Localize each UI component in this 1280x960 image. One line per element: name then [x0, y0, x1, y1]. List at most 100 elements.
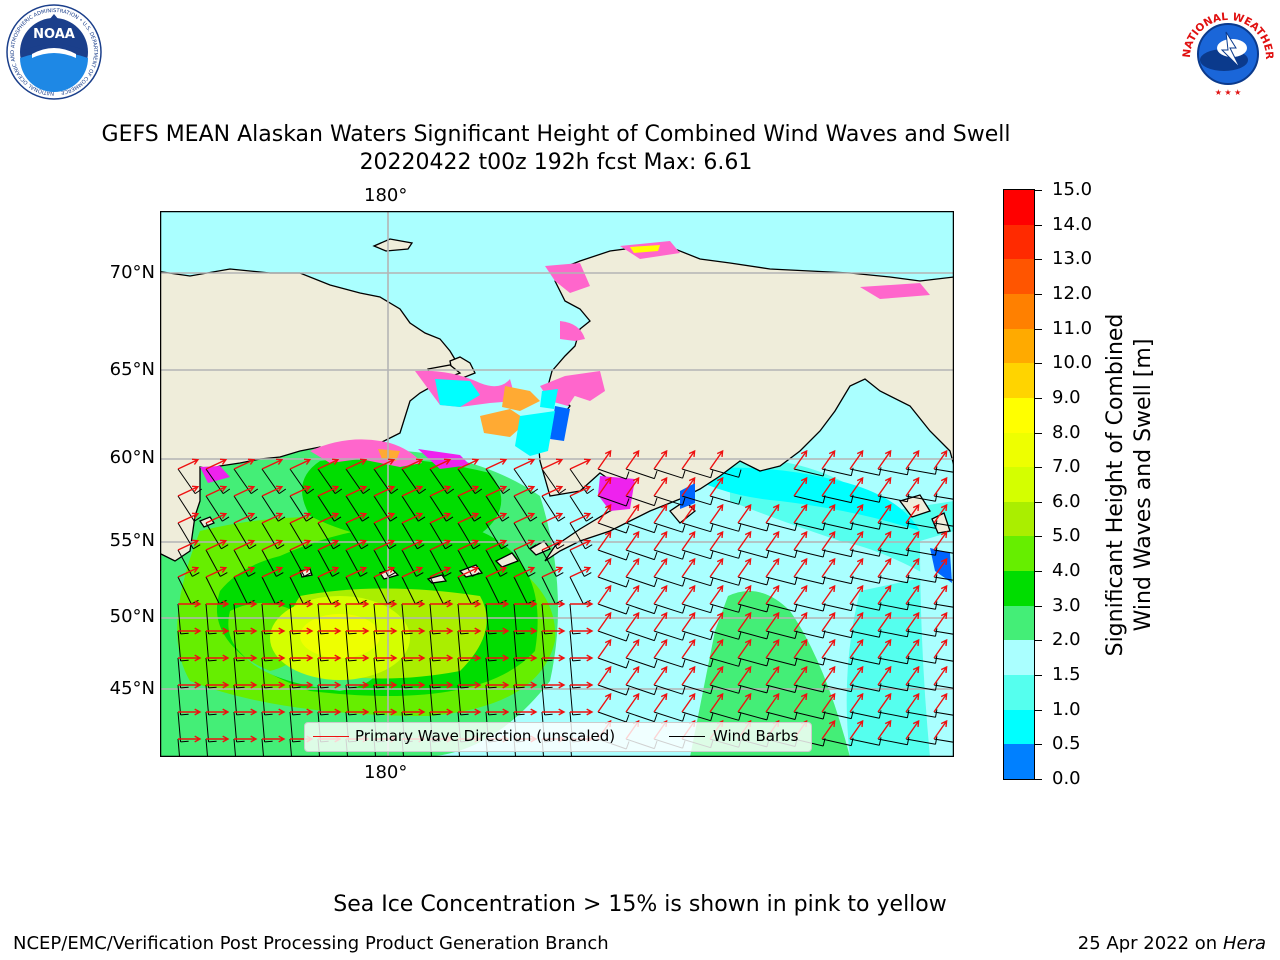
- wind-barb: [709, 684, 742, 694]
- wind-barb: [233, 738, 237, 757]
- wave-direction-arrow: [513, 485, 536, 497]
- wave-direction-arrow: [625, 611, 640, 632]
- wave-direction-arrow: [177, 458, 200, 470]
- wave-direction-arrow: [625, 449, 640, 470]
- wave-direction-arrow: [345, 566, 368, 578]
- wind-barb: [933, 684, 954, 689]
- wind-barb: [597, 657, 630, 669]
- wave-direction-arrow: [542, 600, 566, 608]
- wind-barb: [849, 683, 882, 692]
- wave-direction-arrow: [569, 539, 592, 551]
- colorbar-tick-mark: [1034, 571, 1042, 573]
- wave-direction-arrow: [849, 557, 864, 578]
- wave-direction-arrow: [849, 449, 864, 470]
- noaa-logo: NATIONAL OCEANIC AND ATMOSPHERIC ADMINIS…: [6, 4, 102, 100]
- wind-barbs-legend-line: [669, 736, 705, 737]
- wave-direction-arrow: [374, 654, 398, 662]
- wind-barb: [457, 657, 469, 689]
- wave-direction-arrow: [345, 512, 368, 524]
- wave-direction-arrow: [709, 557, 724, 578]
- wave-direction-arrow: [233, 458, 256, 470]
- wind-barb: [709, 630, 742, 640]
- wave-direction-arrow: [821, 476, 836, 497]
- wave-direction-arrow: [569, 512, 592, 524]
- wave-direction-arrow: [653, 638, 668, 659]
- footer-right: 25 Apr 2022 on Hera: [1078, 933, 1266, 954]
- wave-direction-arrow: [318, 681, 342, 689]
- wave-direction-arrow: [905, 557, 920, 578]
- wave-direction-arrow: [317, 566, 340, 578]
- colorbar-tick-mark: [1034, 328, 1042, 330]
- wave-direction-arrow: [513, 512, 536, 524]
- wave-direction-arrow: [234, 735, 258, 743]
- wave-direction-arrow: [262, 627, 286, 635]
- wind-barb: [933, 711, 954, 716]
- wave-direction-arrow: [206, 681, 230, 689]
- wave-direction-arrow: [346, 654, 370, 662]
- wind-barb: [541, 603, 553, 635]
- wave-direction-arrow: [933, 719, 948, 740]
- wind-barb: [317, 603, 329, 635]
- wind-barb: [569, 684, 581, 716]
- colorbar-tick-label: 13.0: [1052, 248, 1093, 270]
- wave-direction-arrow: [597, 692, 612, 713]
- wave-direction-arrow: [458, 654, 482, 662]
- wind-barb: [597, 468, 630, 480]
- wave-direction-arrow: [514, 708, 538, 716]
- colorbar-segment: [1004, 363, 1034, 399]
- colorbar-tick-label: 2.0: [1052, 629, 1081, 651]
- wind-barb: [653, 468, 686, 479]
- wave-direction-arrow: [821, 530, 836, 551]
- wind-barb: [233, 657, 245, 689]
- wave-direction-arrow: [234, 708, 258, 716]
- wind-barb: [429, 603, 441, 635]
- wave-direction-arrow: [765, 503, 780, 524]
- wave-direction-legend-label: Primary Wave Direction (unscaled): [355, 727, 616, 745]
- wave-direction-arrow: [262, 654, 286, 662]
- colorbar-segment: [1004, 536, 1034, 572]
- lon-label-top: 180°: [364, 185, 408, 206]
- wave-direction-arrow: [205, 485, 228, 497]
- wind-barb: [877, 493, 910, 503]
- wave-direction-arrow: [373, 458, 396, 470]
- wave-direction-arrow: [849, 530, 864, 551]
- wind-barb: [933, 576, 954, 581]
- wave-direction-arrow: [345, 485, 368, 497]
- wave-direction-arrow: [709, 611, 724, 632]
- wind-barb: [905, 628, 938, 637]
- wave-direction-arrow: [541, 485, 564, 497]
- wind-barb: [681, 549, 714, 560]
- wave-direction-arrow: [289, 458, 312, 470]
- wave-direction-arrow: [513, 566, 536, 578]
- wave-direction-arrow: [485, 566, 508, 578]
- wave-direction-arrow: [849, 476, 864, 497]
- wind-barb: [625, 657, 658, 669]
- wind-barb: [905, 709, 938, 718]
- wave-direction-arrow: [430, 681, 454, 689]
- colorbar-segment: [1004, 709, 1034, 745]
- wind-barb: [345, 684, 357, 716]
- wave-direction-arrow: [514, 654, 538, 662]
- wind-barb: [205, 738, 209, 757]
- wave-direction-arrow: [205, 512, 228, 524]
- wind-barb: [877, 655, 910, 665]
- wave-direction-arrow: [849, 665, 864, 686]
- wave-direction-arrow: [933, 584, 948, 605]
- wind-barb: [681, 468, 714, 479]
- wind-barb: [401, 684, 413, 716]
- wave-direction-arrow: [597, 476, 612, 497]
- wave-direction-arrow: [233, 512, 256, 524]
- wave-direction-arrow: [262, 708, 286, 716]
- wind-barb: [513, 630, 525, 662]
- wave-direction-arrow: [262, 681, 286, 689]
- wind-barb: [597, 522, 630, 534]
- colorbar-tick-label: 11.0: [1052, 317, 1093, 339]
- wave-direction-arrow: [429, 485, 452, 497]
- lat-label: 45°N: [109, 678, 155, 699]
- wind-barb: [485, 603, 497, 635]
- footer-left: NCEP/EMC/Verification Post Processing Pr…: [13, 933, 609, 954]
- wind-barb: [877, 628, 910, 638]
- colorbar-tick-mark: [1034, 640, 1042, 642]
- wave-direction-arrow: [905, 611, 920, 632]
- wave-direction-arrow: [877, 638, 892, 659]
